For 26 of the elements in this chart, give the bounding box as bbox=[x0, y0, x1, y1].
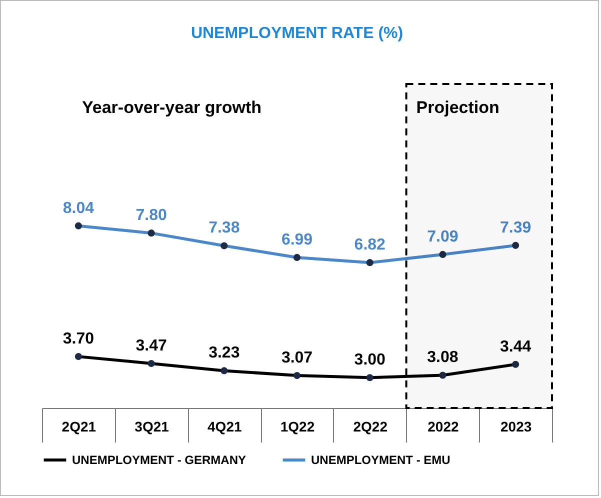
data-label: 3.70 bbox=[62, 330, 94, 348]
data-label: 7.80 bbox=[136, 207, 167, 224]
data-label: 8.04 bbox=[62, 200, 94, 217]
data-label: 7.38 bbox=[208, 220, 240, 237]
legend-label: UNEMPLOYMENT - GERMANY bbox=[72, 453, 246, 467]
data-label: 7.39 bbox=[500, 219, 532, 236]
x-tick-label: 2Q21 bbox=[62, 418, 96, 434]
x-tick-label: 2023 bbox=[500, 418, 532, 434]
data-label: 3.44 bbox=[500, 338, 532, 356]
legend-label: UNEMPLOYMENT - EMU bbox=[311, 453, 450, 467]
chart-title: UNEMPLOYMENT RATE (%) bbox=[190, 25, 404, 42]
data-label: 6.82 bbox=[354, 236, 386, 254]
data-label: 3.00 bbox=[354, 352, 386, 369]
x-tick-label: 4Q21 bbox=[208, 418, 242, 434]
band-label: Projection bbox=[416, 98, 500, 117]
data-label: 3.07 bbox=[281, 350, 313, 367]
data-label: 7.09 bbox=[427, 228, 458, 246]
data-label: 3.47 bbox=[136, 337, 167, 354]
x-tick-label: 3Q21 bbox=[134, 418, 170, 434]
data-label: 3.23 bbox=[208, 344, 240, 362]
text: Year-over-year growth bbox=[82, 98, 262, 117]
x-tick-label: 2Q22 bbox=[353, 418, 388, 434]
data-label: 3.08 bbox=[427, 349, 458, 366]
data-label: 6.99 bbox=[281, 231, 313, 248]
x-tick-label: 1Q22 bbox=[280, 418, 315, 434]
x-tick-label: 2022 bbox=[428, 418, 459, 434]
